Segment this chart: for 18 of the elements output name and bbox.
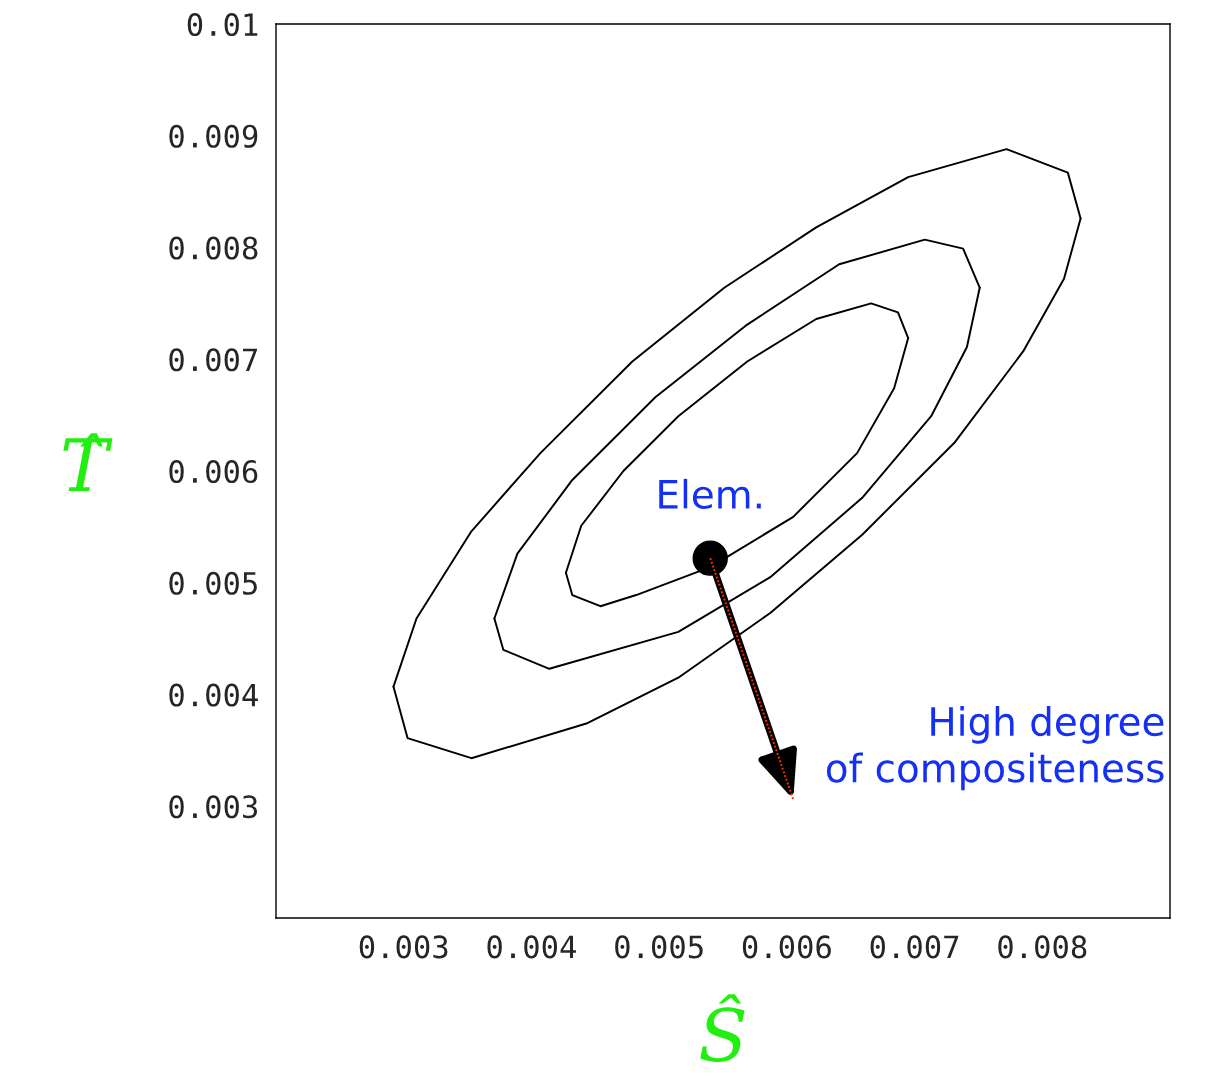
- x-tick-label: 0.006: [742, 935, 831, 959]
- y-tick-label: 0.003: [169, 795, 258, 819]
- y-tick-label: 0.004: [169, 683, 258, 707]
- y-tick-label: 0.007: [169, 348, 258, 372]
- y-tick-label: 0.01: [187, 13, 258, 37]
- annotation: Elem.: [659, 478, 761, 509]
- y-tick-label: 0.006: [169, 460, 258, 484]
- y-axis-title: T̂: [63, 433, 113, 491]
- x-axis-title: Ŝ: [700, 994, 745, 1062]
- x-tick-label: 0.004: [487, 935, 576, 959]
- x-tick-label: 0.008: [998, 935, 1087, 959]
- y-tick-label: 0.005: [169, 571, 257, 595]
- y-tick-label: 0.009: [169, 124, 258, 148]
- x-tick-label: 0.003: [359, 935, 448, 959]
- y-tick-label: 0.008: [169, 236, 258, 260]
- annotation: High degree of compositeness: [826, 706, 1164, 791]
- x-tick-label: 0.007: [870, 935, 959, 959]
- x-tick-label: 0.005: [615, 935, 703, 959]
